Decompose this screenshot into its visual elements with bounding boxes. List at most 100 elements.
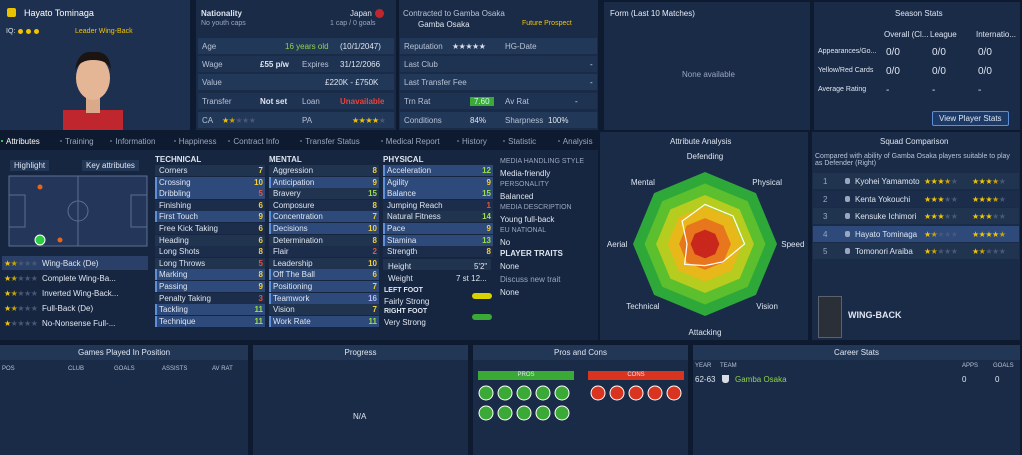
attribute-name: First Touch [159, 212, 198, 222]
stars: ★★★★★ [4, 274, 54, 284]
stars: ★★★★★ [222, 116, 272, 126]
tab[interactable]: Statistic [508, 137, 537, 146]
attribute-row [155, 281, 265, 292]
player-name: Kyohei Yamamoto [855, 177, 920, 186]
star: ★ [985, 194, 993, 204]
media-label: MEDIA HANDLING STYLE [500, 158, 585, 165]
rank: 2 [823, 194, 828, 204]
button[interactable]: View Player Stats [932, 111, 1009, 126]
column-header: GOALS [114, 366, 135, 372]
pros-header: PROS [478, 371, 574, 380]
attribute-name: Teamwork [273, 293, 310, 303]
row-bg [400, 93, 597, 109]
panel-header [693, 345, 1020, 360]
attribute-value: 7 [258, 166, 263, 175]
attribute-row [155, 199, 265, 211]
value: 100% [548, 116, 569, 125]
trait-button[interactable]: Discuss new trait [500, 275, 561, 284]
row-bg [198, 93, 394, 109]
label: Wage [202, 60, 223, 69]
stars: ★★★★★ [352, 116, 402, 126]
stars: ★★★★★ [972, 212, 1022, 222]
media-value: No [500, 238, 511, 247]
radar [633, 172, 777, 316]
attribute-row [269, 176, 379, 188]
star: ★ [998, 247, 1006, 256]
star: ★ [998, 212, 1006, 221]
tab-dot [557, 140, 560, 142]
tab[interactable]: Analysis [562, 137, 593, 146]
row-bg [400, 112, 597, 128]
value: 1 cap / 0 goals [330, 20, 376, 27]
tab[interactable]: Contract Info [233, 137, 280, 146]
player-name: Tomonori Araiba [855, 247, 913, 256]
label: Loan [302, 97, 320, 106]
label: RIGHT FOOT [384, 308, 428, 315]
attribute-name: Agility [387, 177, 409, 187]
trait: None [500, 262, 520, 271]
tab[interactable]: Medical Report [385, 137, 440, 146]
person-icon [845, 230, 850, 237]
stars: ★★★★★ [972, 247, 1022, 257]
star: ★ [944, 229, 951, 239]
label: Transfer [202, 97, 232, 106]
rank: 3 [823, 212, 828, 221]
row-bg [198, 38, 394, 54]
star: ★ [924, 177, 931, 186]
attribute-value: 8 [258, 247, 263, 257]
tab-dot [1, 140, 3, 142]
attribute-name: Passing [159, 282, 188, 291]
attribute-value: 15 [482, 189, 491, 199]
season-panel [814, 2, 1020, 130]
row-bg [813, 208, 1019, 224]
apps: 0 [962, 375, 967, 384]
stars: ★★★★★ [924, 177, 974, 187]
value: Gamba Osaka [418, 20, 470, 29]
tab[interactable]: Information [115, 137, 156, 146]
attribute-name: Long Shots [159, 247, 200, 257]
star: ★ [978, 177, 986, 186]
role-pitch-icon [818, 296, 842, 338]
attribute-name: Vision [273, 305, 295, 315]
star: ★ [992, 177, 999, 186]
tab[interactable]: History [462, 137, 487, 146]
value: - [590, 78, 593, 87]
attribute-row [269, 165, 379, 176]
attribute-row [269, 188, 379, 200]
attribute-name: Acceleration [387, 166, 432, 175]
star: ★ [992, 229, 999, 239]
panel-title: Career Stats [834, 348, 879, 357]
form-panel [604, 2, 810, 130]
panel-header [0, 345, 248, 360]
person-icon [845, 195, 850, 202]
stars: ★★★★★ [4, 319, 54, 329]
attribute-row [155, 269, 265, 281]
star: ★ [950, 229, 958, 239]
attribute-value: 10 [368, 224, 377, 233]
star: ★ [950, 194, 958, 204]
star: ★ [4, 274, 11, 283]
star: ★ [985, 177, 993, 186]
attribute-row [383, 246, 493, 258]
star: ★ [972, 177, 979, 186]
attribute-value: 6 [258, 235, 263, 245]
tab-dot [110, 140, 113, 142]
tab[interactable]: Training [65, 137, 94, 146]
row-label: Yellow/Red Cards [818, 67, 874, 74]
star: ★ [30, 289, 38, 298]
attribute-value: 9 [258, 282, 263, 291]
value: 7 st 12... [456, 274, 487, 283]
dropdown[interactable]: Highlight [10, 160, 50, 171]
dropdown[interactable]: Key attributes [82, 160, 139, 171]
value: Very Strong [384, 318, 426, 327]
attribute-name: Strength [387, 247, 418, 257]
tab[interactable]: Transfer Status [305, 137, 360, 146]
career-panel [693, 345, 1020, 455]
tab[interactable]: Happiness [178, 137, 217, 146]
label: Av Rat [505, 97, 529, 106]
attribute-value: 8 [372, 200, 377, 210]
column-header: GOALS [993, 363, 1014, 369]
tab[interactable]: Attributes [6, 137, 40, 146]
stars: ★★★★★ [972, 230, 1022, 240]
